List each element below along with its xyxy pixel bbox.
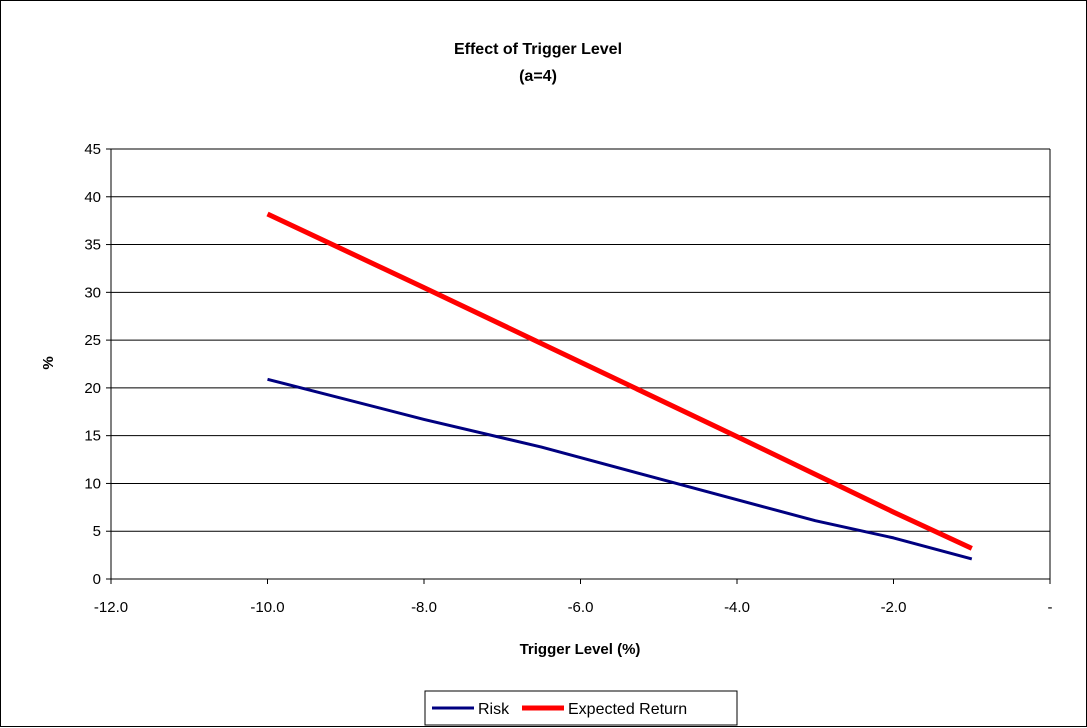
- y-axis: 0 5 10 15 20 25 30 35 40 45: [84, 141, 111, 588]
- series-line-expected-return: [266, 211, 973, 551]
- series-layer: [266, 211, 973, 561]
- x-axis-title: Trigger Level (%): [520, 641, 641, 658]
- legend-box: [424, 690, 738, 726]
- x-tick-label: -10.0: [250, 599, 284, 616]
- legend-label-expected-return: Expected Return: [568, 701, 687, 718]
- y-tick-label: 40: [84, 189, 101, 206]
- chart-title: Effect of Trigger Level: [454, 41, 622, 58]
- legend-label-risk: Risk: [478, 701, 510, 718]
- x-axis: -12.0 -10.0 -8.0 -6.0 -4.0 -2.0 -: [94, 579, 1053, 616]
- legend: Risk Expected Return: [424, 690, 738, 726]
- y-axis-title: %: [40, 356, 57, 369]
- x-tick-label: -2.0: [881, 599, 907, 616]
- y-tick-label: 15: [84, 428, 101, 445]
- x-tick-label: -6.0: [568, 599, 594, 616]
- y-tick-label: 35: [84, 237, 101, 254]
- x-tick-label: -12.0: [94, 599, 128, 616]
- y-tick-label: 45: [84, 141, 101, 158]
- chart-subtitle: (a=4): [519, 68, 557, 85]
- y-tick-label: 0: [93, 571, 101, 588]
- series-line-risk: [267, 377, 973, 561]
- y-tick-label: 10: [84, 475, 101, 492]
- y-tick-label: 25: [84, 332, 101, 349]
- y-tick-label: 20: [84, 380, 101, 397]
- x-tick-label: -8.0: [411, 599, 437, 616]
- x-tick-label: -: [1048, 599, 1053, 616]
- y-tick-label: 5: [93, 523, 101, 540]
- x-tick-label: -4.0: [724, 599, 750, 616]
- gridlines: [111, 148, 1050, 532]
- y-tick-label: 30: [84, 284, 101, 301]
